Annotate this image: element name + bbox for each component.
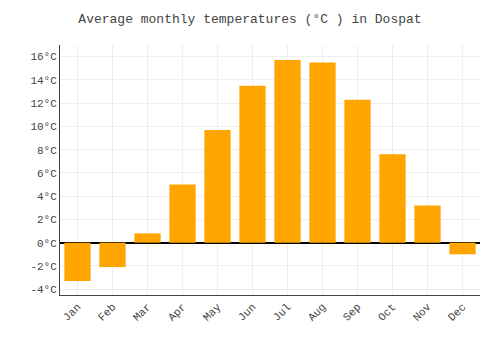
svg-text:0°C: 0°C — [37, 238, 57, 250]
svg-text:Jul: Jul — [271, 301, 293, 323]
svg-text:8°C: 8°C — [37, 145, 57, 157]
svg-text:Nov: Nov — [411, 301, 434, 324]
svg-text:4°C: 4°C — [37, 191, 57, 203]
svg-text:Apr: Apr — [166, 301, 188, 323]
svg-text:16°C: 16°C — [30, 51, 57, 63]
svg-text:Jun: Jun — [236, 301, 258, 323]
svg-text:12°C: 12°C — [30, 98, 57, 110]
svg-text:Sep: Sep — [341, 301, 363, 323]
svg-text:Feb: Feb — [96, 301, 118, 323]
svg-text:10°C: 10°C — [30, 121, 57, 133]
svg-text:Jan: Jan — [61, 301, 83, 323]
svg-text:-2°C: -2°C — [30, 261, 57, 273]
svg-text:2°C: 2°C — [37, 214, 57, 226]
svg-text:Average monthly temperatures (: Average monthly temperatures (°C ) in Do… — [78, 12, 421, 27]
svg-text:May: May — [201, 301, 224, 324]
svg-text:Dec: Dec — [446, 301, 468, 323]
svg-text:-4°C: -4°C — [30, 284, 57, 296]
svg-text:14°C: 14°C — [30, 75, 57, 87]
svg-text:Aug: Aug — [306, 301, 328, 323]
svg-text:Oct: Oct — [376, 301, 398, 323]
svg-text:6°C: 6°C — [37, 168, 57, 180]
svg-text:Mar: Mar — [131, 301, 153, 323]
